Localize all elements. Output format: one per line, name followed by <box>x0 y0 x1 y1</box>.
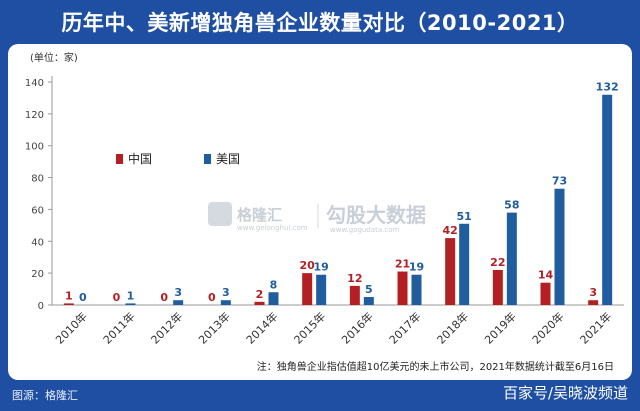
x-tick-label: 2017年 <box>386 309 423 346</box>
bar-china <box>492 269 503 305</box>
y-tick-label: 140 <box>25 78 44 89</box>
data-label-usa: 3 <box>174 286 182 299</box>
bar-usa <box>125 303 136 305</box>
data-label-usa: 19 <box>314 261 329 274</box>
data-label-usa: 0 <box>79 291 87 304</box>
bar-usa <box>411 274 422 305</box>
bar-usa <box>316 274 327 305</box>
x-tick-label: 2016年 <box>338 309 375 346</box>
x-tick-label: 2021年 <box>577 309 614 346</box>
data-label-usa: 19 <box>409 261 424 274</box>
data-label-china: 2 <box>256 288 264 301</box>
bar-china <box>588 300 599 305</box>
watermark-brand2-url: www.gogudata.com <box>330 226 399 234</box>
x-tick-label: 2011年 <box>100 309 137 346</box>
data-label-china: 0 <box>113 291 121 304</box>
bar-usa <box>220 300 231 305</box>
data-label-china: 0 <box>208 291 216 304</box>
data-label-china: 3 <box>589 286 597 299</box>
data-label-china: 42 <box>443 224 458 237</box>
bar-usa <box>173 300 184 305</box>
bar-usa <box>506 212 517 305</box>
y-tick-label: 80 <box>31 174 44 185</box>
bar-usa <box>268 292 279 305</box>
chart-panel: 格隆汇 www.gelonghui.com 勾股大数据 www.gogudata… <box>8 44 632 380</box>
legend: 中国 美国 <box>116 151 240 166</box>
data-label-usa: 5 <box>365 283 373 296</box>
data-label-china: 14 <box>538 269 554 282</box>
x-tick-label: 2018年 <box>434 309 471 346</box>
x-tick-label: 2010年 <box>52 309 89 346</box>
legend-label-china: 中国 <box>128 151 152 166</box>
unit-label: (单位：家) <box>30 51 78 64</box>
y-tick-label: 0 <box>38 301 44 312</box>
y-tick-label: 20 <box>31 269 44 280</box>
data-label-usa: 132 <box>596 81 619 94</box>
data-label-usa: 1 <box>127 289 135 302</box>
watermark-brand1-url: www.gelonghui.com <box>237 224 308 232</box>
source-label: 图源：格隆汇 <box>12 389 78 402</box>
y-tick-label: 60 <box>31 205 44 216</box>
watermark-logo-icon <box>208 202 232 226</box>
x-tick-label: 2013年 <box>195 309 232 346</box>
x-tick-label: 2020年 <box>529 309 566 346</box>
bar-usa <box>602 94 613 305</box>
footnote: 注：独角兽企业指估值超10亿美元的未上市公司，2021年数据统计截至6月16日 <box>256 362 614 373</box>
data-label-china: 12 <box>347 272 362 285</box>
y-tick-label: 120 <box>25 110 44 121</box>
watermark-brand1: 格隆汇 <box>237 206 282 224</box>
data-label-china: 21 <box>395 258 410 271</box>
credit-label: 百家号/吴晓波频道 <box>502 384 628 402</box>
bar-china <box>302 273 313 305</box>
bar-china <box>254 301 265 305</box>
data-label-usa: 51 <box>457 210 472 223</box>
bar-usa <box>554 188 565 305</box>
legend-label-usa: 美国 <box>216 152 240 166</box>
bar-china <box>63 303 74 305</box>
bar-usa <box>459 223 470 305</box>
legend-swatch-china <box>116 154 123 164</box>
data-label-china: 1 <box>65 289 73 302</box>
bar-china <box>349 285 360 305</box>
data-label-usa: 8 <box>270 278 278 291</box>
legend-swatch-usa <box>204 154 211 164</box>
bar-china <box>397 271 408 305</box>
data-label-china: 22 <box>490 256 505 269</box>
data-label-usa: 73 <box>552 175 567 188</box>
data-label-usa: 3 <box>222 286 230 299</box>
bar-chart: 格隆汇 www.gelonghui.com 勾股大数据 www.gogudata… <box>25 51 624 347</box>
x-tick-label: 2012年 <box>148 309 185 346</box>
watermark-brand2: 勾股大数据 <box>326 203 426 227</box>
data-label-china: 20 <box>300 259 316 272</box>
x-tick-label: 2019年 <box>481 309 518 346</box>
bar-china <box>445 238 456 305</box>
data-label-usa: 58 <box>504 199 519 212</box>
x-tick-label: 2014年 <box>243 309 280 346</box>
x-tick-label: 2015年 <box>291 309 328 346</box>
y-tick-label: 100 <box>25 142 44 153</box>
y-tick-label: 40 <box>31 237 44 248</box>
bar-usa <box>363 297 374 305</box>
watermark: 格隆汇 www.gelonghui.com 勾股大数据 www.gogudata… <box>208 202 426 234</box>
chart-title: 历年中、美新增独角兽企业数量对比（2010-2021） <box>61 11 579 35</box>
bar-china <box>540 282 551 305</box>
data-label-china: 0 <box>160 291 168 304</box>
